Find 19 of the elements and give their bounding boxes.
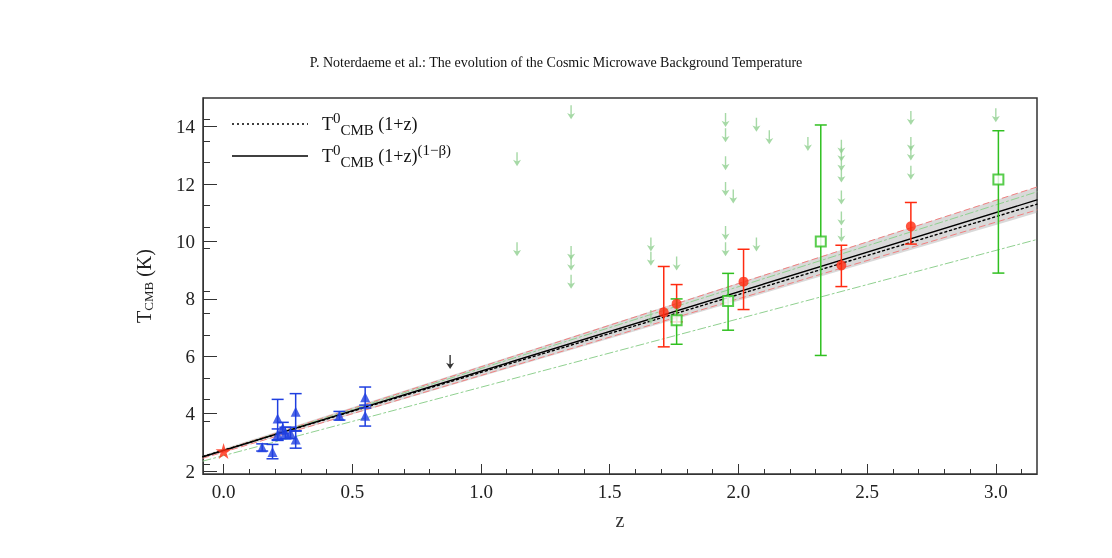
x-tick-label: 2.5 — [855, 481, 879, 502]
y-tick-label: 2 — [185, 460, 195, 482]
y-tick-label: 8 — [185, 288, 195, 310]
x-axis-title: z — [615, 509, 625, 531]
legend-label: T$^{0}$$_{CMB}$ (1+z) — [322, 109, 418, 139]
x-tick-label: 1.5 — [597, 481, 622, 502]
chart-title: P. Noterdaeme et al.: The evolution of the Cosmic Microwave Background Temperature — [309, 54, 803, 70]
y-tick-label: 6 — [185, 345, 195, 367]
y-axis-title: TCMB (K) — [132, 249, 156, 323]
legend-label: T$^{0}$$_{CMB}$ (1+z)$^{(1−β)}$ — [322, 141, 452, 171]
y-tick-label: 12 — [176, 173, 195, 195]
x-tick-label: 0.5 — [340, 481, 365, 502]
y-tick-label: 10 — [176, 231, 195, 253]
y-tick-label: 14 — [176, 116, 196, 138]
x-tick-label: 3.0 — [983, 481, 1008, 502]
y-tick-label: 4 — [185, 403, 196, 425]
x-tick-label: 0.0 — [211, 481, 236, 502]
x-tick-label: 2.0 — [726, 481, 751, 502]
x-tick-label: 1.0 — [469, 481, 493, 502]
